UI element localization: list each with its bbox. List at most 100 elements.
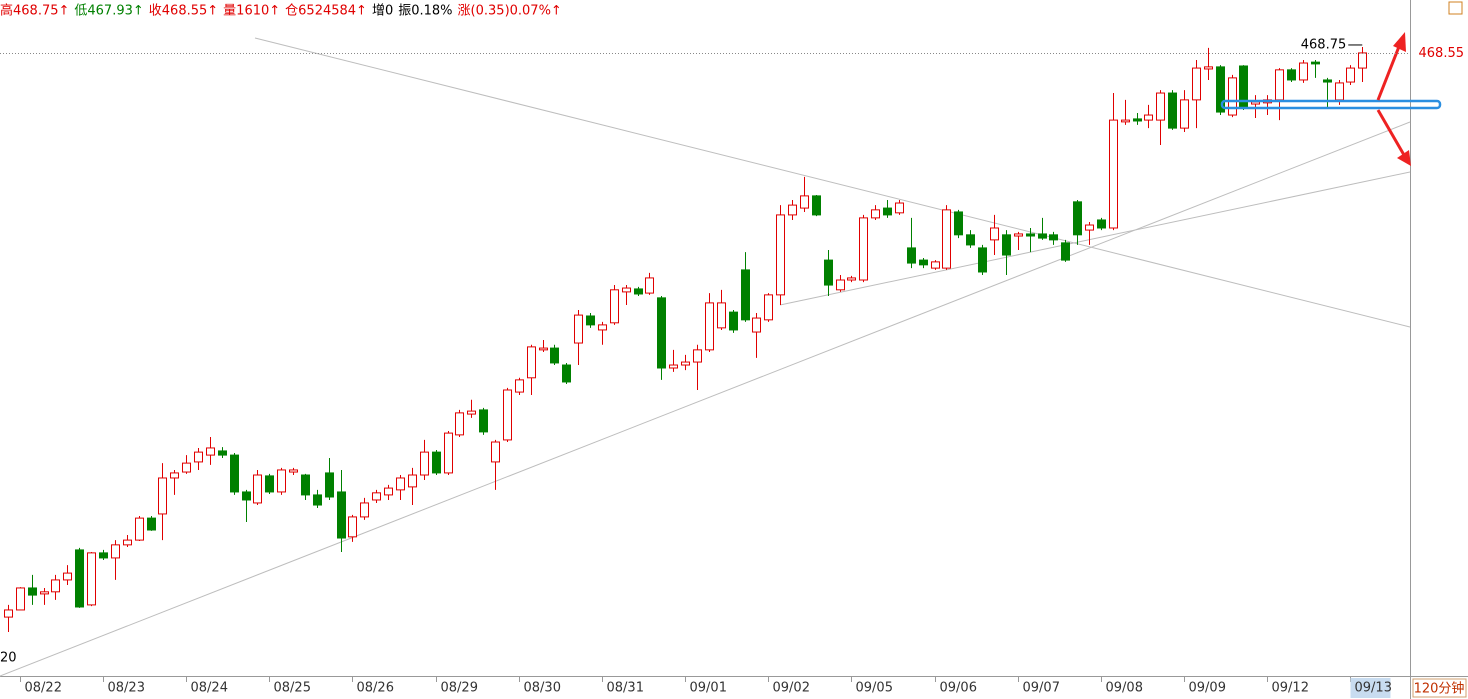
candle-body <box>1204 66 1213 70</box>
candle-body <box>301 474 310 496</box>
candle-body <box>598 324 607 331</box>
candle-body <box>1144 114 1153 121</box>
candle-body <box>16 587 25 611</box>
candle-body <box>337 491 346 539</box>
candle-body <box>1038 233 1047 239</box>
candle-body <box>1287 69 1296 81</box>
candle-body <box>859 217 868 281</box>
candle-body <box>230 454 239 493</box>
x-tick-label: 08/24 <box>191 681 228 696</box>
candle-body <box>444 432 453 474</box>
x-tick-label: 09/09 <box>1189 681 1226 696</box>
candle-body <box>550 347 559 364</box>
candle-body <box>1085 224 1094 231</box>
x-tick-label: 09/05 <box>856 681 893 696</box>
candle-body <box>455 412 464 436</box>
candle-body <box>1358 52 1367 69</box>
header-stat: 涨(0.35)0.07%↑ <box>458 4 562 19</box>
x-tick-label: 08/30 <box>524 681 561 696</box>
candle-body <box>1109 119 1118 229</box>
candle-body <box>871 209 880 219</box>
candle-body <box>123 539 132 546</box>
candle-body <box>1335 82 1344 101</box>
candle-body <box>147 517 156 531</box>
candle-body <box>610 289 619 324</box>
header-stat: 增0 <box>372 4 393 19</box>
candle-body <box>574 314 583 344</box>
x-tick-label: 09/13 <box>1355 681 1392 696</box>
arrow-down <box>1376 109 1406 156</box>
candle-body <box>277 469 286 493</box>
candle-body <box>372 492 381 501</box>
trend-line <box>779 171 1411 306</box>
candle-body <box>28 587 37 596</box>
y-tick-label: 468.55 <box>1419 46 1465 61</box>
candle-body <box>669 364 678 369</box>
candle-body <box>158 477 167 515</box>
header-stat: 振0.18% <box>398 4 452 19</box>
x-tick-highlight <box>1350 678 1391 698</box>
left-price-label: 20 <box>0 651 17 666</box>
candle-body <box>634 288 643 295</box>
candle-body <box>408 474 417 488</box>
header-stat: 收468.55↑ <box>149 4 218 19</box>
candle-body <box>1026 233 1035 237</box>
candle-body <box>253 474 262 504</box>
candle-body <box>265 475 274 493</box>
x-tick-label: 08/23 <box>108 681 145 696</box>
candle-body <box>111 544 120 559</box>
candle-body <box>182 462 191 473</box>
candles <box>4 46 1367 632</box>
candle-body <box>1323 79 1332 83</box>
x-tick-label: 08/29 <box>441 681 478 696</box>
candle-body <box>1180 99 1189 129</box>
candle-body <box>919 259 928 266</box>
candle-body <box>289 469 298 473</box>
candle-body <box>1002 234 1011 256</box>
candle-body <box>396 477 405 491</box>
period-label[interactable]: 120分钟 <box>1414 681 1465 697</box>
candle-body <box>1311 61 1320 65</box>
candle-body <box>527 346 536 379</box>
header: 高468.75↑ 低467.93↑ 收468.55↑ 量1610↑ 仓6524584↑ 增… <box>0 3 562 19</box>
candle-body <box>800 195 809 209</box>
candle-body <box>729 311 738 331</box>
candle-body <box>135 517 144 541</box>
candle-body <box>539 347 548 351</box>
window-icon[interactable] <box>1448 1 1463 15</box>
x-tick-label: 09/02 <box>773 681 810 696</box>
candle-body <box>1192 67 1201 101</box>
candle-body <box>467 410 476 415</box>
header-stat: 高468.75↑ <box>0 3 69 19</box>
trend-lines <box>0 37 1411 677</box>
candle-body <box>1073 201 1082 236</box>
candle-body <box>693 349 702 363</box>
candle-body <box>717 302 726 329</box>
candle-body <box>420 451 429 476</box>
candle-body <box>752 317 761 333</box>
candle-body <box>1168 92 1177 129</box>
highlight-box <box>1220 99 1442 110</box>
candle-body <box>99 552 108 559</box>
candle-body <box>681 361 690 366</box>
candle-body <box>491 441 500 463</box>
candle-body <box>836 279 845 291</box>
candle-body <box>931 261 940 269</box>
candle-body <box>360 502 369 518</box>
candle-body <box>348 516 357 538</box>
x-tick-label: 09/08 <box>1106 681 1143 696</box>
candle-body <box>4 609 13 618</box>
candle-body <box>87 552 96 606</box>
candle-body <box>206 447 215 456</box>
period-box[interactable] <box>1412 678 1467 698</box>
candle-body <box>384 487 393 496</box>
trend-line <box>0 121 1411 677</box>
candle-body <box>1133 118 1142 122</box>
x-tick-label: 09/07 <box>1023 681 1060 696</box>
candle-body <box>883 207 892 216</box>
candle-body <box>1228 77 1237 116</box>
trend-line <box>254 37 1411 328</box>
candle-body <box>954 211 963 236</box>
